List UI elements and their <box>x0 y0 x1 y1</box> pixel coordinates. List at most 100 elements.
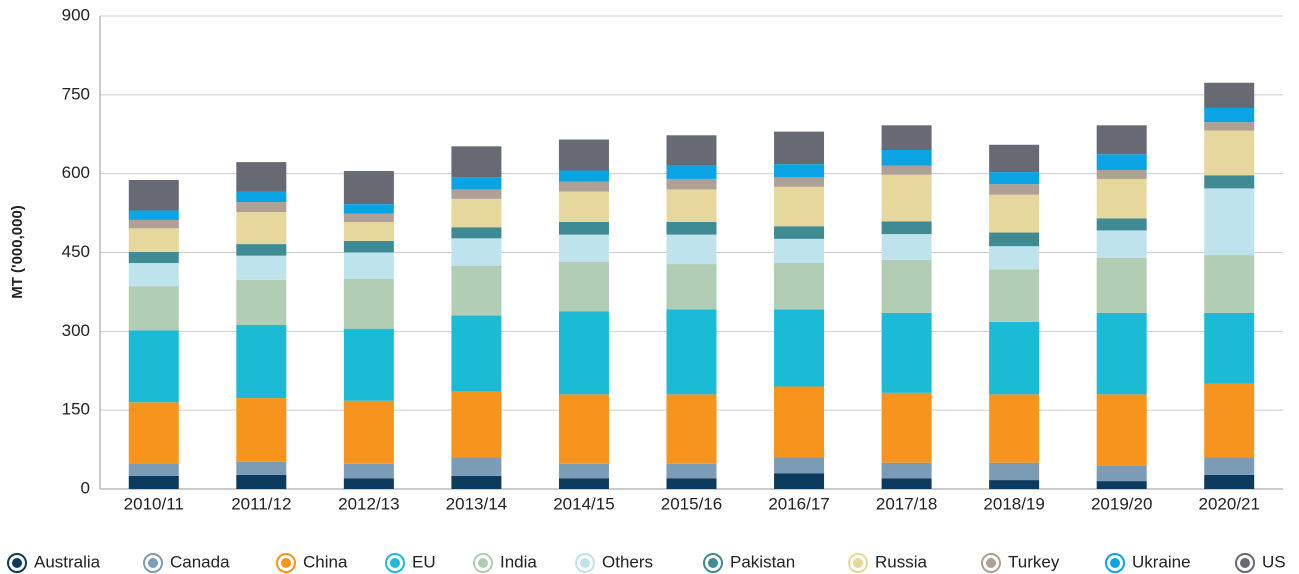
bar-segment <box>128 219 179 229</box>
bar-segment <box>1096 169 1147 179</box>
bar-segment <box>343 240 394 253</box>
bar-segment <box>989 462 1040 481</box>
bar-segment <box>343 213 394 223</box>
bar-segment <box>236 255 287 280</box>
bar-segment <box>774 386 825 458</box>
bar-segment <box>451 177 502 190</box>
legend-marker-dot <box>986 558 996 568</box>
legend-label: Others <box>602 552 653 571</box>
legend-label: Pakistan <box>730 552 795 571</box>
bar-segment <box>1096 465 1147 482</box>
bar-segment <box>774 238 825 264</box>
bar-segment <box>343 222 394 241</box>
bar-segment <box>128 228 179 252</box>
bar-segment <box>236 325 287 399</box>
bar-segment <box>343 478 394 489</box>
y-tick-label: 750 <box>62 84 90 103</box>
bar-segment <box>451 265 502 316</box>
bar-segment <box>558 463 609 479</box>
bar-segment <box>666 394 717 464</box>
y-tick-label: 900 <box>62 5 90 24</box>
bar-segment <box>666 222 717 235</box>
bar-segment <box>128 330 179 403</box>
bar-segment <box>989 394 1040 463</box>
bar-segment <box>881 125 932 151</box>
bar-segment <box>881 478 932 489</box>
bar-segment <box>774 473 825 489</box>
bar-segment <box>881 234 932 260</box>
legend-label: Turkey <box>1008 552 1060 571</box>
bar-segment <box>236 461 287 475</box>
bar-segment <box>1204 107 1255 123</box>
legend-label: China <box>303 552 348 571</box>
bar-segment <box>774 457 825 474</box>
bar-segment <box>558 222 609 235</box>
bar-segment <box>558 311 609 395</box>
bar-segment <box>666 264 717 310</box>
bar-segment <box>236 202 287 213</box>
bar-segment <box>128 179 179 211</box>
bar-segment <box>451 198 502 228</box>
bar-segment <box>881 150 932 166</box>
y-tick-label: 450 <box>62 242 90 261</box>
bar-segment <box>558 139 609 171</box>
bar-segment <box>774 164 825 178</box>
bar-segment <box>558 170 609 182</box>
legend-label: Ukraine <box>1132 552 1191 571</box>
bar-segment <box>1096 230 1147 258</box>
bar-segment <box>1204 122 1255 131</box>
legend-marker-dot <box>390 558 400 568</box>
bar-segment <box>1096 125 1147 155</box>
bar-segment <box>881 174 932 222</box>
bar-segment <box>451 227 502 239</box>
bar-segment <box>881 312 932 393</box>
bar-segment <box>774 226 825 239</box>
bar-segment <box>1204 175 1255 189</box>
bar-segment <box>558 394 609 464</box>
bar-segment <box>774 309 825 387</box>
bar-segment <box>1204 130 1255 176</box>
legend-label: Russia <box>875 552 928 571</box>
bar-segment <box>881 221 932 235</box>
bar-segment <box>1204 312 1255 384</box>
y-axis-label: MT ('000,000) <box>9 205 26 299</box>
bar-segment <box>343 204 394 214</box>
bar-segment <box>881 259 932 313</box>
bar-segment <box>881 165 932 175</box>
bar-segment <box>451 146 502 178</box>
bar-segment <box>1204 383 1255 458</box>
x-tick-label: 2019/20 <box>1091 494 1152 513</box>
bar-segment <box>558 191 609 223</box>
bar-segment <box>343 400 394 464</box>
bar-segment <box>1204 457 1255 475</box>
bar-segment <box>989 194 1040 233</box>
bar-segment <box>1096 257 1147 313</box>
legend-marker-dot <box>1110 558 1120 568</box>
bar-segment <box>1204 188 1255 256</box>
bar-segment <box>666 165 717 179</box>
bar-segment <box>128 463 179 476</box>
bar-segment <box>128 286 179 331</box>
legend-marker-dot <box>12 558 22 568</box>
bar-segment <box>343 278 394 329</box>
y-tick-label: 0 <box>81 478 90 497</box>
x-tick-label: 2016/17 <box>768 494 829 513</box>
bar-segment <box>989 321 1040 395</box>
bar-segment <box>989 246 1040 270</box>
bar-segment <box>451 457 502 476</box>
bar-segment <box>774 177 825 187</box>
bar-segment <box>1204 474 1255 489</box>
bar-segment <box>989 144 1040 173</box>
bar-segment <box>236 398 287 462</box>
legend-label: US <box>1262 552 1286 571</box>
legend-marker-dot <box>281 558 291 568</box>
bar-segment <box>236 474 287 489</box>
bar-segment <box>1096 218 1147 231</box>
bar-segment <box>1204 82 1255 108</box>
bar-segment <box>989 172 1040 185</box>
bar-segment <box>774 263 825 310</box>
bar-segment <box>128 251 179 264</box>
bar-segment <box>774 186 825 227</box>
bar-segment <box>343 252 394 279</box>
